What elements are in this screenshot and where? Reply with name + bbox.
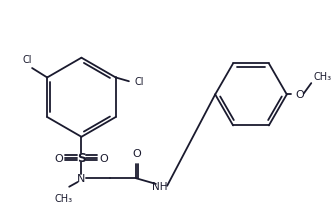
Text: CH₃: CH₃	[54, 193, 73, 203]
Text: Cl: Cl	[23, 55, 32, 65]
Text: O: O	[54, 153, 63, 163]
Text: Cl: Cl	[134, 77, 144, 87]
Text: O: O	[100, 153, 109, 163]
Text: CH₃: CH₃	[313, 72, 331, 82]
Text: S: S	[77, 151, 86, 164]
Text: N: N	[77, 173, 86, 183]
Text: NH: NH	[152, 181, 167, 191]
Text: O: O	[133, 149, 141, 159]
Text: O: O	[295, 90, 304, 100]
